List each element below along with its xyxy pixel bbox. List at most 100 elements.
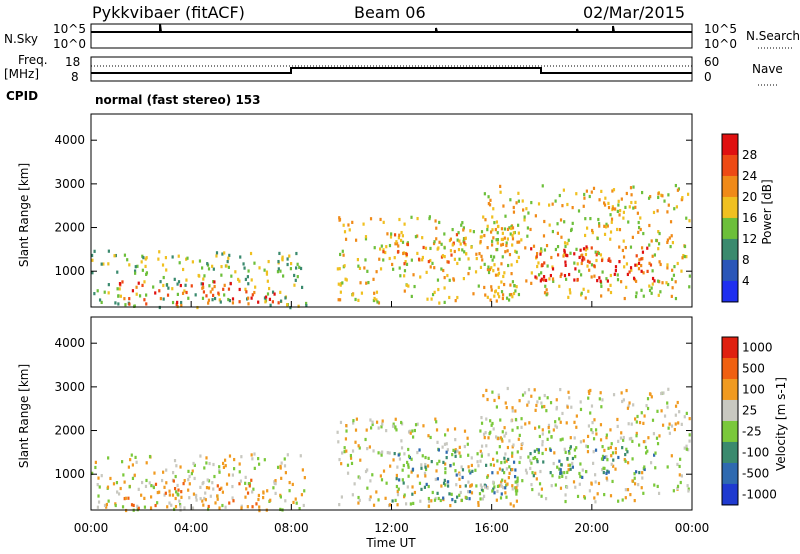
data-cell bbox=[424, 462, 427, 467]
data-cell bbox=[205, 456, 208, 460]
data-cell bbox=[616, 424, 619, 429]
data-cell bbox=[542, 234, 546, 238]
data-cell bbox=[382, 469, 386, 473]
data-cell bbox=[556, 245, 560, 249]
data-cell bbox=[400, 439, 403, 443]
data-cell bbox=[514, 409, 517, 413]
data-cell bbox=[649, 195, 652, 199]
data-cell bbox=[630, 436, 633, 441]
sky-panel: N.Sky 10^5 10^0 10^5 10^0 N.Search bbox=[4, 22, 800, 51]
data-cell bbox=[512, 460, 516, 464]
data-cell bbox=[434, 219, 437, 223]
data-cell bbox=[515, 285, 518, 289]
data-cell bbox=[207, 479, 211, 483]
data-cell bbox=[452, 278, 456, 282]
data-cell bbox=[678, 410, 681, 414]
data-cell bbox=[491, 471, 494, 475]
data-cell bbox=[336, 430, 339, 434]
data-cell bbox=[177, 488, 180, 492]
data-cell bbox=[506, 249, 509, 253]
data-cell bbox=[345, 278, 348, 282]
data-cell bbox=[643, 414, 646, 418]
data-cell bbox=[470, 245, 473, 249]
data-cell bbox=[454, 454, 457, 458]
data-cell bbox=[464, 243, 467, 247]
data-cell bbox=[264, 300, 267, 304]
data-cell bbox=[345, 429, 348, 433]
data-cell bbox=[563, 248, 566, 252]
data-cell bbox=[486, 268, 490, 272]
data-cell bbox=[466, 436, 469, 440]
data-cell bbox=[542, 274, 546, 279]
data-cell bbox=[447, 260, 450, 264]
data-cell bbox=[283, 464, 287, 468]
data-cell bbox=[614, 451, 617, 455]
data-cell bbox=[609, 428, 612, 432]
data-cell bbox=[382, 258, 385, 262]
data-cell bbox=[424, 455, 427, 460]
sky-left-tick-bottom: 10^0 bbox=[53, 37, 86, 51]
colorbar-swatch bbox=[722, 238, 738, 261]
data-cell bbox=[672, 489, 675, 493]
data-cell bbox=[240, 455, 243, 459]
data-cell bbox=[562, 254, 565, 258]
data-cell bbox=[679, 457, 682, 461]
data-cell bbox=[107, 456, 110, 460]
data-cell bbox=[605, 433, 608, 437]
data-cell bbox=[633, 472, 636, 476]
data-cell bbox=[509, 198, 512, 202]
velocity-cells bbox=[91, 386, 691, 513]
data-cell bbox=[228, 299, 232, 303]
data-cell bbox=[435, 420, 438, 424]
data-cell bbox=[579, 440, 583, 444]
data-cell bbox=[541, 451, 544, 456]
data-cell bbox=[433, 266, 436, 270]
data-cell bbox=[251, 293, 254, 297]
data-cell bbox=[470, 491, 474, 495]
data-cell bbox=[192, 492, 196, 496]
data-cell bbox=[654, 451, 657, 455]
data-cell bbox=[141, 283, 144, 288]
data-cell bbox=[480, 416, 483, 420]
data-cell bbox=[462, 228, 465, 232]
data-cell bbox=[537, 273, 541, 277]
data-cell bbox=[375, 270, 378, 274]
data-cell bbox=[461, 248, 464, 252]
data-cell bbox=[534, 214, 537, 218]
data-cell bbox=[548, 203, 551, 207]
data-cell bbox=[636, 211, 639, 215]
data-cell bbox=[176, 282, 179, 286]
data-cell bbox=[283, 457, 286, 461]
data-cell bbox=[296, 262, 299, 266]
data-cell bbox=[446, 484, 450, 488]
data-cell bbox=[458, 493, 461, 497]
data-cell bbox=[176, 492, 179, 496]
data-cell bbox=[152, 485, 155, 490]
data-cell bbox=[357, 264, 360, 268]
data-cell bbox=[134, 265, 137, 269]
data-cell bbox=[429, 265, 432, 269]
data-cell bbox=[299, 266, 303, 271]
data-cell bbox=[176, 292, 179, 297]
data-cell bbox=[569, 291, 572, 295]
data-cell bbox=[651, 254, 654, 258]
data-cell bbox=[162, 275, 165, 280]
data-cell bbox=[288, 480, 291, 485]
data-cell bbox=[458, 473, 461, 477]
data-cell bbox=[511, 409, 514, 413]
data-cell bbox=[395, 428, 398, 432]
data-cell bbox=[501, 255, 504, 259]
data-cell bbox=[649, 461, 653, 465]
data-cell bbox=[209, 290, 212, 294]
data-cell bbox=[456, 295, 459, 300]
data-cell bbox=[457, 231, 460, 235]
data-cell bbox=[179, 465, 182, 469]
data-cell bbox=[657, 230, 660, 234]
x-tick-label: 04:00 bbox=[174, 521, 209, 535]
data-cell bbox=[680, 474, 683, 478]
data-cell bbox=[489, 419, 492, 423]
data-cell bbox=[607, 288, 610, 292]
data-cell bbox=[424, 246, 428, 250]
data-cell bbox=[472, 230, 475, 234]
